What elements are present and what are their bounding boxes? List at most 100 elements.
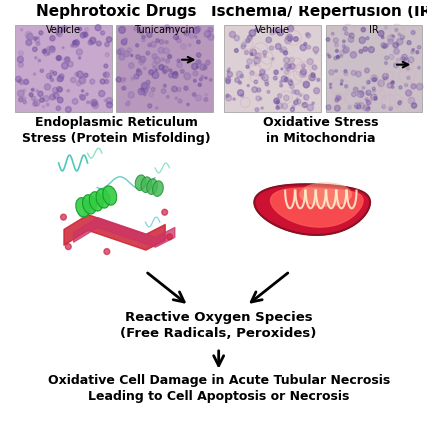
Circle shape <box>264 79 268 83</box>
Circle shape <box>204 98 208 102</box>
Circle shape <box>57 97 63 103</box>
Circle shape <box>330 86 332 89</box>
Circle shape <box>83 32 87 37</box>
Circle shape <box>95 25 101 31</box>
Circle shape <box>32 47 37 51</box>
Text: Endoplasmic Reticulum
Stress (Protein Misfolding): Endoplasmic Reticulum Stress (Protein Mi… <box>22 116 211 145</box>
Circle shape <box>75 73 79 76</box>
Circle shape <box>241 45 245 49</box>
Ellipse shape <box>135 175 146 191</box>
Circle shape <box>261 107 263 109</box>
Circle shape <box>195 36 197 38</box>
Circle shape <box>148 104 152 108</box>
Circle shape <box>372 77 376 81</box>
Circle shape <box>304 83 309 88</box>
Circle shape <box>104 248 110 254</box>
Circle shape <box>50 46 54 50</box>
Circle shape <box>280 84 283 87</box>
Circle shape <box>42 49 46 54</box>
Circle shape <box>257 88 261 92</box>
Circle shape <box>241 94 244 97</box>
Circle shape <box>172 72 174 74</box>
Circle shape <box>254 80 257 84</box>
Circle shape <box>235 49 238 52</box>
Circle shape <box>65 244 71 250</box>
Circle shape <box>276 106 279 109</box>
Circle shape <box>337 95 341 100</box>
Circle shape <box>17 56 23 63</box>
Circle shape <box>392 81 394 83</box>
Circle shape <box>162 209 168 215</box>
Circle shape <box>356 71 361 77</box>
Circle shape <box>59 74 64 79</box>
Circle shape <box>411 50 414 54</box>
Circle shape <box>168 73 173 78</box>
Circle shape <box>247 59 252 64</box>
Circle shape <box>177 62 182 68</box>
Circle shape <box>276 101 279 103</box>
Circle shape <box>166 59 169 63</box>
Circle shape <box>227 72 232 77</box>
Circle shape <box>163 70 166 74</box>
Circle shape <box>156 107 158 109</box>
Circle shape <box>44 84 51 90</box>
Circle shape <box>391 86 394 89</box>
Circle shape <box>405 83 408 87</box>
Circle shape <box>34 73 35 75</box>
Circle shape <box>163 48 169 54</box>
Circle shape <box>364 105 370 111</box>
Circle shape <box>304 95 309 100</box>
Circle shape <box>205 93 207 96</box>
Ellipse shape <box>89 192 103 211</box>
Circle shape <box>267 90 270 93</box>
Circle shape <box>119 26 125 33</box>
Circle shape <box>335 43 338 47</box>
Circle shape <box>146 32 152 38</box>
Polygon shape <box>270 188 363 227</box>
Text: Tunicamycin: Tunicamycin <box>134 25 195 35</box>
Circle shape <box>285 37 292 44</box>
Circle shape <box>383 44 387 48</box>
Circle shape <box>187 103 189 106</box>
Circle shape <box>177 59 180 62</box>
Circle shape <box>192 64 198 70</box>
Circle shape <box>165 25 170 30</box>
Circle shape <box>343 40 345 43</box>
Circle shape <box>38 91 43 96</box>
Circle shape <box>407 67 410 70</box>
Circle shape <box>146 80 150 84</box>
Circle shape <box>335 98 339 102</box>
Circle shape <box>47 46 51 51</box>
Circle shape <box>288 25 294 32</box>
Circle shape <box>352 92 356 97</box>
Circle shape <box>315 52 318 54</box>
Circle shape <box>152 62 158 67</box>
Circle shape <box>210 79 212 81</box>
Circle shape <box>355 103 360 108</box>
Circle shape <box>124 38 127 41</box>
Circle shape <box>378 30 384 36</box>
Circle shape <box>20 29 22 31</box>
Circle shape <box>98 90 105 97</box>
Circle shape <box>366 107 370 111</box>
Circle shape <box>300 69 307 75</box>
Circle shape <box>417 46 421 49</box>
Bar <box>326 25 422 112</box>
Circle shape <box>57 31 62 37</box>
Circle shape <box>365 68 369 73</box>
Circle shape <box>312 65 317 70</box>
Circle shape <box>250 49 256 56</box>
Circle shape <box>265 83 269 86</box>
Circle shape <box>251 53 253 55</box>
Circle shape <box>104 72 109 78</box>
Circle shape <box>44 50 49 56</box>
Circle shape <box>92 101 96 105</box>
Circle shape <box>259 74 261 76</box>
Circle shape <box>358 102 364 109</box>
Circle shape <box>274 98 280 104</box>
Circle shape <box>296 98 298 100</box>
Circle shape <box>254 57 260 64</box>
Circle shape <box>393 42 398 48</box>
Circle shape <box>408 97 415 104</box>
Circle shape <box>260 98 262 100</box>
